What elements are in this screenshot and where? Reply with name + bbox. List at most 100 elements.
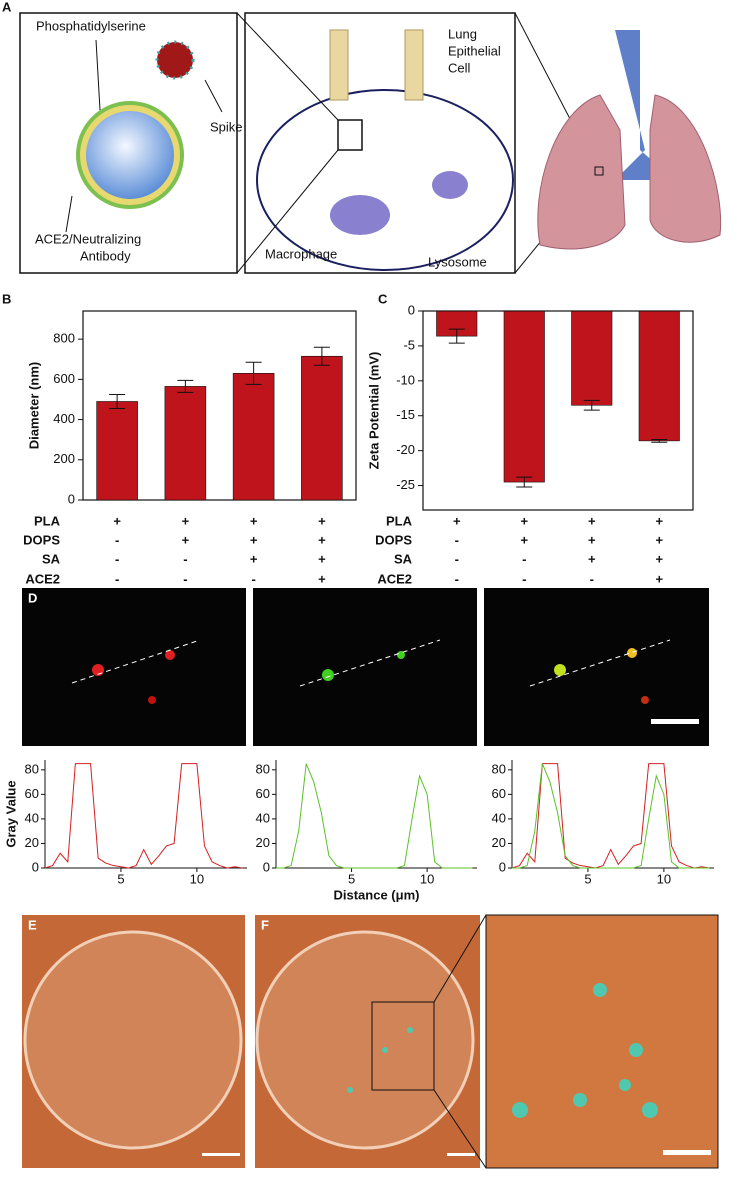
virus-dot bbox=[382, 1047, 388, 1053]
y-tick-label: 0 bbox=[263, 859, 270, 874]
alveolus bbox=[256, 89, 514, 271]
condition-sign: + bbox=[588, 551, 596, 566]
scale-bar bbox=[447, 1153, 475, 1156]
virus-dot bbox=[407, 1027, 413, 1033]
label: Macrophage bbox=[265, 246, 337, 261]
condition-sign: + bbox=[182, 532, 190, 547]
x-tick-label: 5 bbox=[117, 871, 124, 886]
y-tick-label: 0 bbox=[408, 302, 415, 317]
condition-name: ACE2 bbox=[25, 571, 60, 586]
label: Cell bbox=[448, 60, 471, 75]
y-tick-label: 80 bbox=[256, 761, 270, 776]
panel-a: A Phosphatidylserine Spike ACE2/Neutrali… bbox=[2, 0, 722, 274]
error-bar bbox=[583, 399, 600, 411]
condition-sign: + bbox=[655, 532, 663, 547]
micrograph bbox=[253, 588, 477, 746]
panel-label: C bbox=[378, 291, 388, 306]
error-bar bbox=[448, 328, 465, 344]
panel-label: A bbox=[2, 0, 12, 14]
label: Epithelial bbox=[448, 43, 501, 58]
y-tick-label: 600 bbox=[53, 371, 75, 386]
airway bbox=[329, 29, 349, 101]
error-bar bbox=[177, 379, 194, 393]
particle bbox=[322, 669, 334, 681]
y-tick-label: -10 bbox=[396, 372, 415, 387]
zoom-line bbox=[433, 914, 487, 1003]
condition-sign: + bbox=[453, 513, 461, 528]
condition-name: SA bbox=[394, 551, 413, 566]
profile-line bbox=[276, 763, 473, 869]
y-tick-label: 60 bbox=[256, 786, 270, 801]
label: ACE2/Neutralizing bbox=[35, 231, 141, 246]
x-tick-label: 10 bbox=[657, 871, 671, 886]
micrograph bbox=[22, 588, 246, 746]
y-tick-label: 40 bbox=[256, 810, 270, 825]
particle bbox=[554, 664, 566, 676]
condition-sign: - bbox=[590, 571, 594, 586]
y-axis-label: Zeta Potential (mV) bbox=[366, 352, 381, 470]
bar bbox=[301, 355, 343, 501]
panel-label: B bbox=[2, 291, 11, 306]
panel-label: E bbox=[28, 917, 37, 932]
y-tick-label: 40 bbox=[25, 810, 39, 825]
error-bar bbox=[109, 393, 126, 410]
y-tick-label: 0 bbox=[68, 491, 75, 506]
condition-sign: - bbox=[115, 571, 119, 586]
virus-dot bbox=[593, 983, 607, 997]
error-bar bbox=[651, 438, 668, 443]
error-bar bbox=[245, 361, 262, 385]
profile-line bbox=[529, 639, 671, 687]
profile-line bbox=[71, 639, 201, 684]
macrophage bbox=[330, 195, 390, 235]
bar bbox=[164, 386, 207, 501]
y-tick-label: 800 bbox=[53, 331, 75, 346]
nanoparticle-core bbox=[86, 111, 174, 199]
leader bbox=[65, 195, 73, 233]
condition-sign: - bbox=[115, 532, 119, 547]
condition-sign: + bbox=[655, 513, 663, 528]
label: Phosphatidylserine bbox=[36, 18, 146, 33]
condition-sign: - bbox=[183, 571, 187, 586]
panel-label: F bbox=[261, 917, 269, 932]
y-tick-label: -15 bbox=[396, 407, 415, 422]
condition-sign: + bbox=[182, 513, 190, 528]
airway bbox=[404, 29, 424, 101]
condition-sign: + bbox=[588, 532, 596, 547]
zoom-box bbox=[371, 1001, 435, 1091]
y-tick-label: -5 bbox=[403, 337, 415, 352]
condition-sign: - bbox=[455, 532, 459, 547]
x-tick-label: 5 bbox=[348, 871, 355, 886]
zoom-line bbox=[236, 12, 339, 121]
condition-sign: + bbox=[318, 571, 326, 586]
y-tick-label: 40 bbox=[492, 810, 506, 825]
panel-label: D bbox=[28, 590, 37, 605]
condition-name: PLA bbox=[34, 513, 61, 528]
y-tick-label: 80 bbox=[492, 761, 506, 776]
condition-sign: + bbox=[655, 571, 663, 586]
profile-line bbox=[511, 763, 710, 869]
condition-sign: + bbox=[655, 551, 663, 566]
y-tick-label: 60 bbox=[25, 786, 39, 801]
y-tick-label: 20 bbox=[256, 835, 270, 850]
zoom-line bbox=[236, 149, 339, 274]
zoom-box bbox=[594, 166, 604, 176]
condition-name: DOPS bbox=[23, 532, 60, 547]
label: Lung bbox=[448, 26, 477, 41]
condition-sign: - bbox=[455, 571, 459, 586]
particle bbox=[165, 650, 175, 660]
profile-line bbox=[512, 763, 710, 869]
zoom-box bbox=[337, 119, 363, 151]
bar bbox=[503, 310, 545, 483]
y-tick-label: 20 bbox=[492, 835, 506, 850]
virus-dot bbox=[573, 1093, 587, 1107]
bar bbox=[638, 310, 680, 442]
y-axis-label: Diameter (nm) bbox=[26, 362, 41, 449]
y-tick-label: -20 bbox=[396, 442, 415, 457]
particle bbox=[255, 930, 475, 1150]
condition-sign: + bbox=[250, 513, 258, 528]
label: Lysosome bbox=[428, 254, 487, 269]
macrophage bbox=[432, 171, 468, 199]
leader bbox=[95, 39, 101, 111]
particle bbox=[641, 696, 649, 704]
